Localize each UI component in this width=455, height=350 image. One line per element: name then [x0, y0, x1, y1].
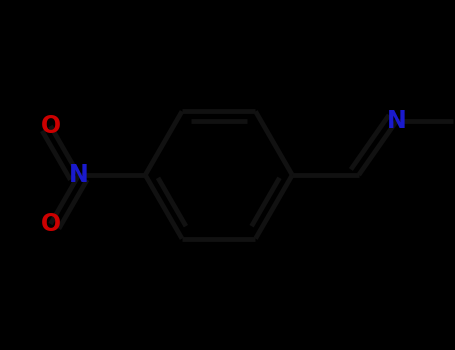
- Text: O: O: [40, 114, 61, 138]
- Text: O: O: [40, 212, 61, 236]
- Text: N: N: [69, 163, 89, 187]
- Text: N: N: [387, 108, 407, 133]
